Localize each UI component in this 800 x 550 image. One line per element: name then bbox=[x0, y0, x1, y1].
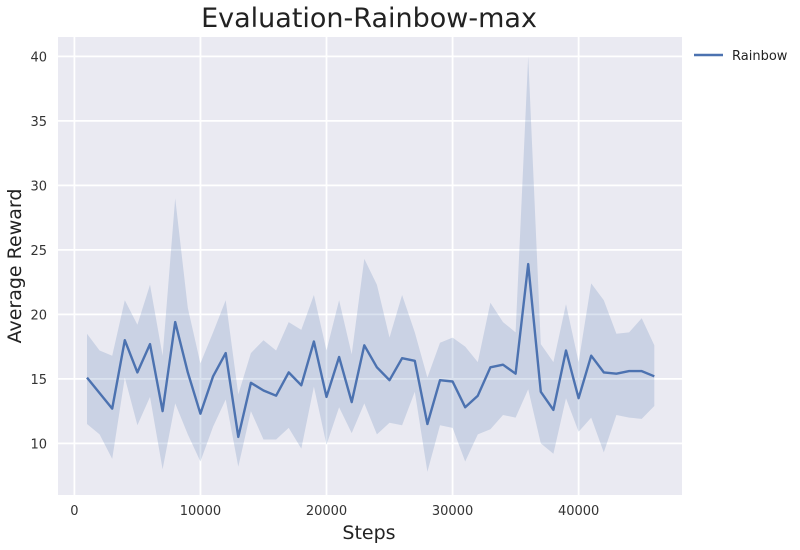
series-line-layer bbox=[86, 262, 655, 439]
y-tick-label: 30 bbox=[30, 179, 47, 194]
y-tick-label: 25 bbox=[30, 244, 47, 259]
x-tick-label: 10000 bbox=[180, 504, 221, 519]
y-tick-label: 10 bbox=[30, 437, 47, 452]
x-axis: 0 10000 20000 30000 40000 bbox=[70, 504, 599, 519]
y-axis: 10 15 20 25 30 35 40 bbox=[30, 50, 47, 452]
y-tick-label: 20 bbox=[30, 308, 47, 323]
chart-title: Evaluation-Rainbow-max bbox=[201, 3, 537, 34]
x-tick-label: 20000 bbox=[306, 504, 347, 519]
x-tick-label: 40000 bbox=[558, 504, 599, 519]
legend-label: Rainbow bbox=[732, 49, 788, 64]
series-line bbox=[86, 262, 655, 439]
x-tick-label: 0 bbox=[70, 504, 78, 519]
y-tick-label: 40 bbox=[30, 50, 47, 65]
plot-area bbox=[58, 37, 682, 495]
x-tick-label: 30000 bbox=[432, 504, 473, 519]
grid bbox=[58, 37, 682, 495]
legend: Rainbow bbox=[694, 49, 788, 64]
y-tick-label: 35 bbox=[30, 115, 47, 130]
y-axis-label: Average Reward bbox=[4, 189, 26, 344]
x-axis-label: Steps bbox=[342, 522, 395, 544]
y-tick-label: 15 bbox=[30, 373, 47, 388]
